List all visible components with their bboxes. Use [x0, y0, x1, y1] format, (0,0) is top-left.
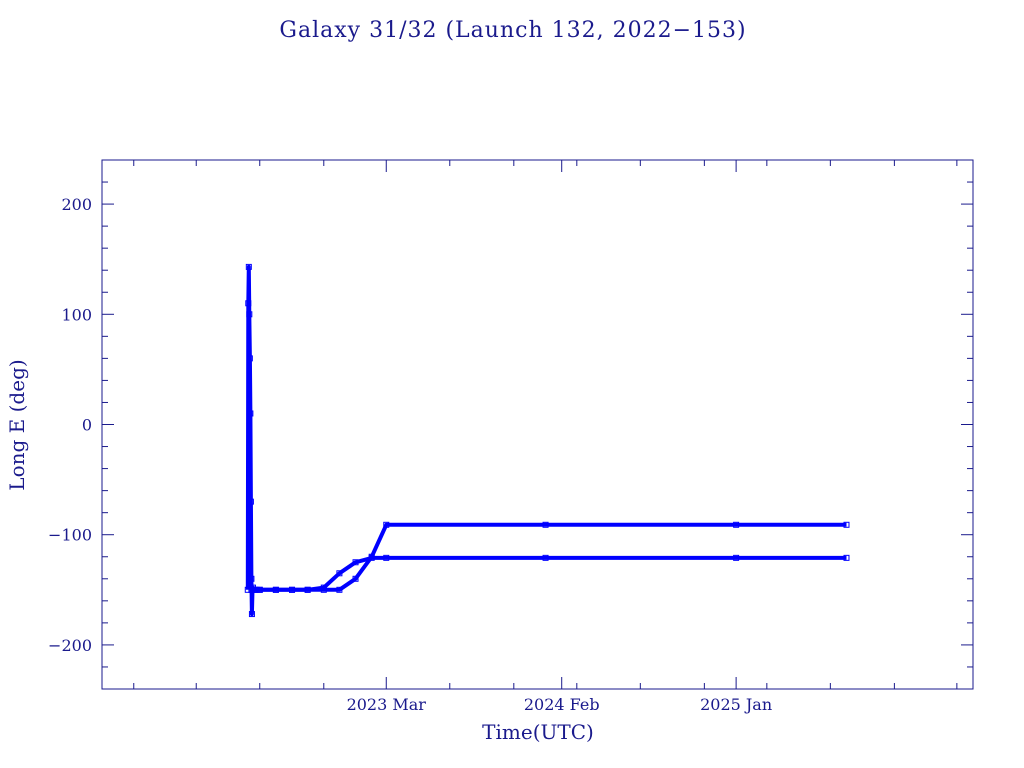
- plot-frame: [101, 159, 974, 690]
- series-1-line: [245, 264, 847, 617]
- series-2-point: [383, 554, 390, 561]
- x-axis-label: Time(UTC): [482, 720, 594, 744]
- series-2-point: [272, 586, 279, 593]
- y-axis-label: Long E (deg): [5, 359, 29, 490]
- series-2-point: [304, 586, 311, 593]
- y-tick-label: 0: [82, 416, 92, 435]
- series-2-point: [733, 554, 740, 561]
- series-1-point: [245, 300, 252, 307]
- series-1-point: [383, 521, 390, 528]
- series-2-point: [289, 586, 296, 593]
- series-2-point: [320, 584, 327, 591]
- axis-ticks: [102, 160, 973, 689]
- y-tick-label: 100: [61, 305, 92, 324]
- x-tick-label: 2025 Jan: [700, 695, 772, 714]
- series-1-point: [247, 410, 254, 417]
- y-tick-labels: 200 100 0 −100 −200: [48, 195, 92, 655]
- series-1-point: [248, 611, 255, 618]
- series-1-point: [336, 586, 343, 593]
- series-1-point: [246, 355, 253, 362]
- series-1-point: [733, 521, 740, 528]
- series-2-point: [542, 554, 549, 561]
- y-tick-label: −100: [48, 526, 92, 545]
- series-2-point: [352, 559, 359, 566]
- series-1-point: [245, 263, 252, 270]
- series-2-point: [256, 586, 263, 593]
- series-2-line: [251, 555, 847, 592]
- series-group: [244, 263, 850, 618]
- series-1-point: [248, 575, 255, 582]
- series-2-point: [368, 554, 375, 561]
- y-tick-label: 200: [61, 195, 92, 214]
- x-tick-labels: 2023 Mar 2024 Feb 2025 Jan: [347, 695, 773, 714]
- chart-title: Galaxy 31/32 (Launch 132, 2022−153): [279, 18, 746, 43]
- series-1-point: [542, 521, 549, 528]
- series-1-point: [246, 311, 253, 318]
- series-2-point: [248, 586, 255, 593]
- x-tick-label: 2023 Mar: [347, 695, 427, 714]
- y-tick-label: −200: [48, 636, 92, 655]
- series-1-point: [247, 498, 254, 505]
- series-2-point: [843, 554, 850, 561]
- series-1-point: [352, 575, 359, 582]
- series-2-point: [336, 570, 343, 577]
- series-1-point: [843, 521, 850, 528]
- x-tick-label: 2024 Feb: [524, 695, 600, 714]
